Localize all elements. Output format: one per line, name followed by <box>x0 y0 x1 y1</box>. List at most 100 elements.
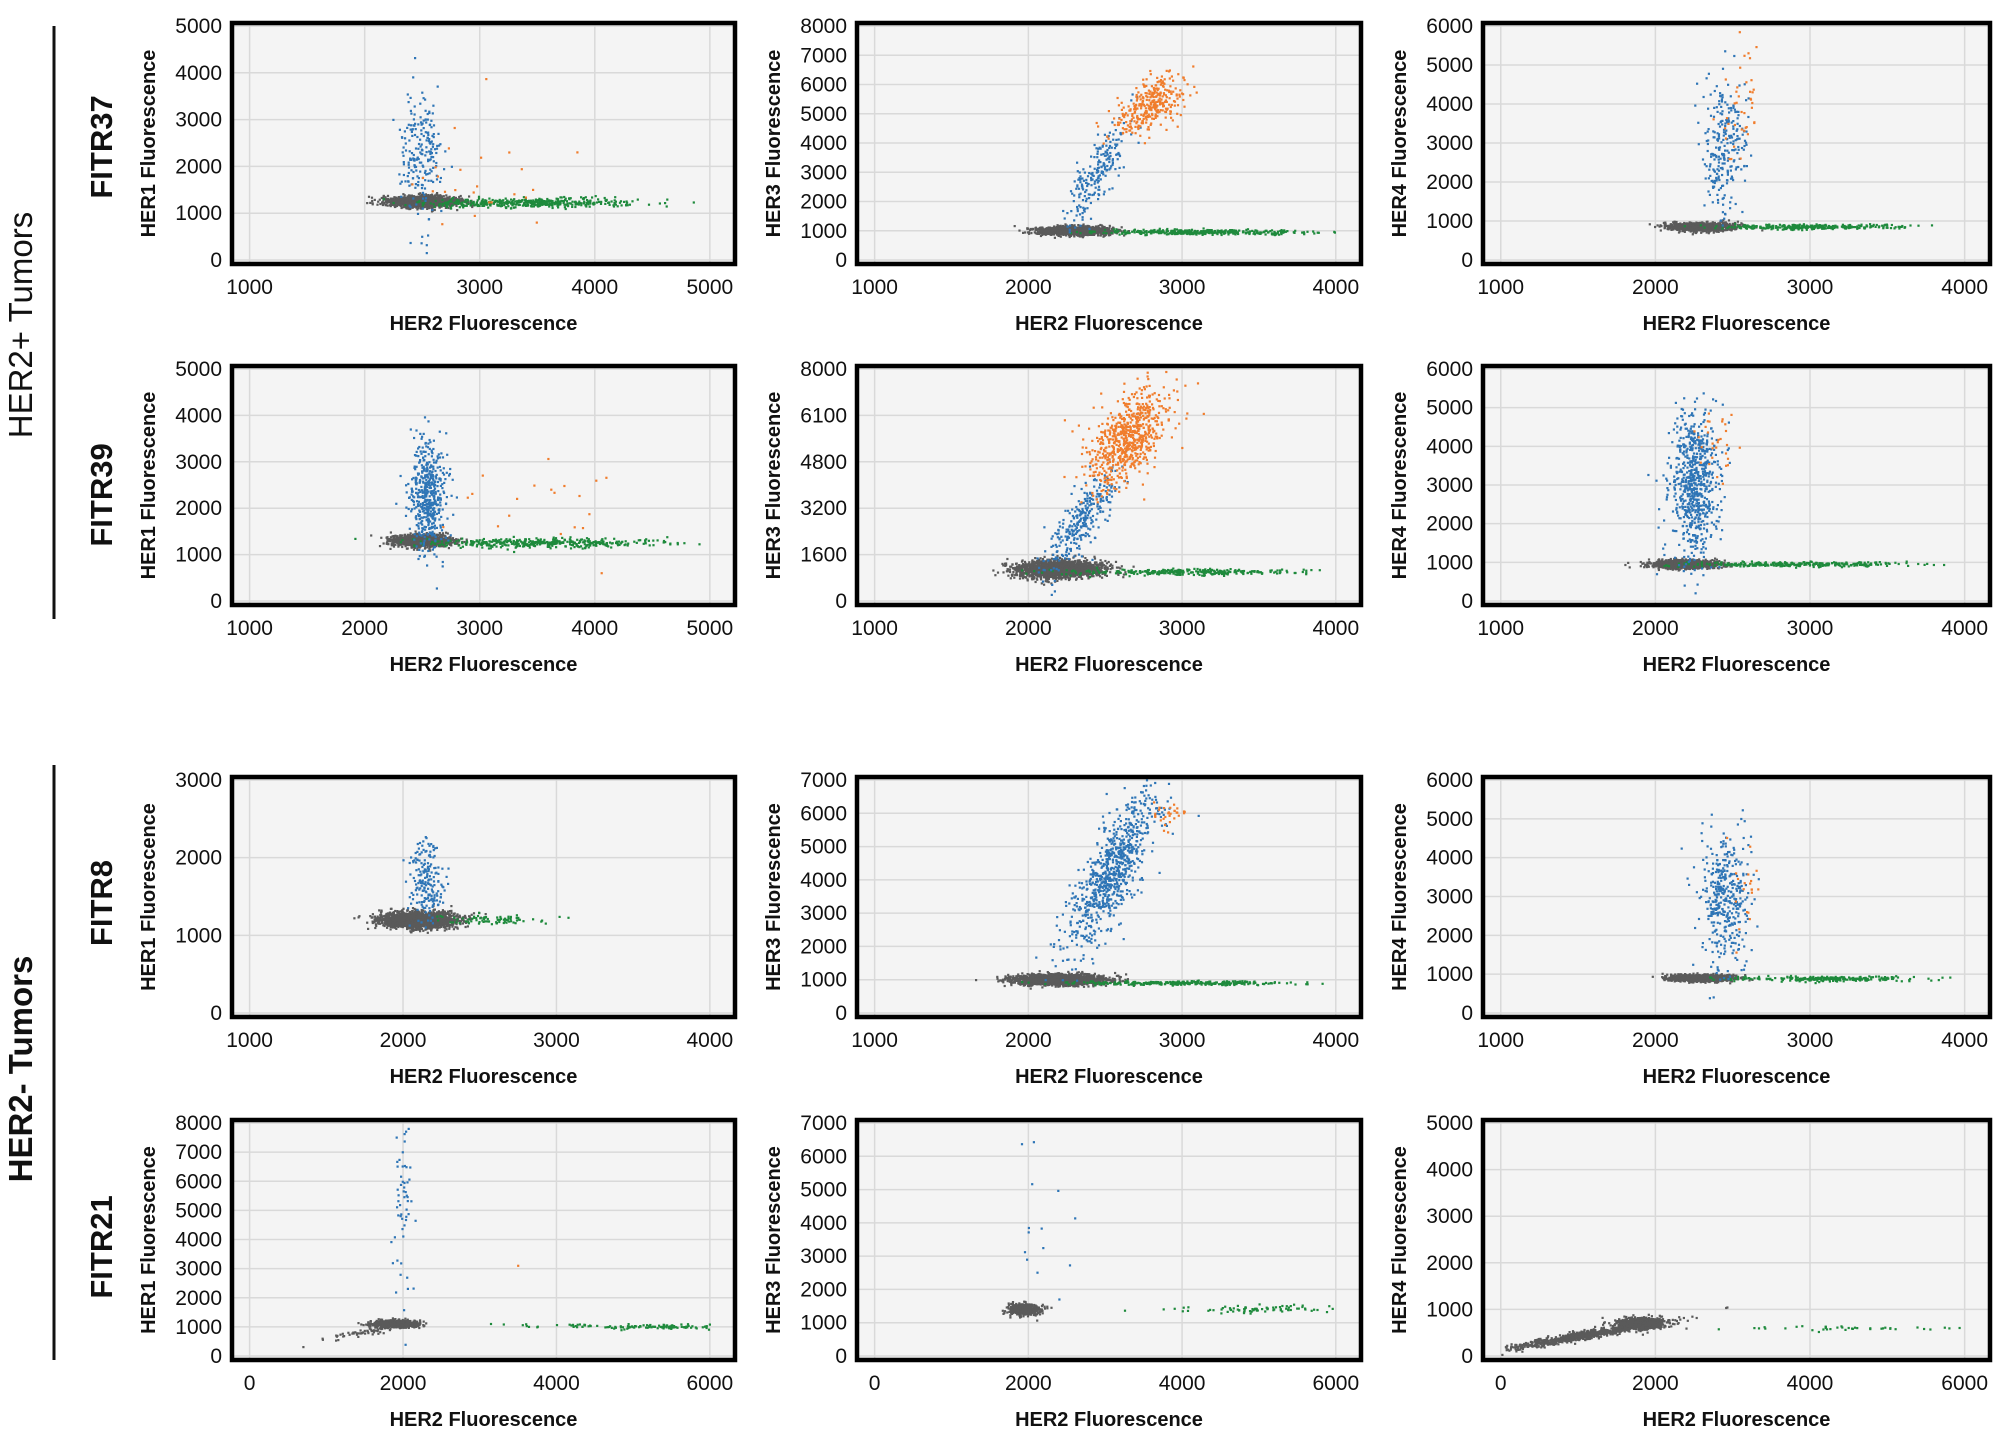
point-orange <box>1116 123 1119 127</box>
point-blue <box>437 132 440 135</box>
point-orange <box>1172 90 1175 93</box>
point-orange <box>1179 114 1182 117</box>
point-green <box>604 202 607 205</box>
point-green <box>569 202 572 205</box>
point-blue <box>1088 197 1091 200</box>
point-gray <box>438 197 441 200</box>
point-orange <box>1149 107 1152 110</box>
point-green <box>573 201 576 204</box>
point-gray <box>426 206 430 209</box>
point-blue <box>1097 188 1100 191</box>
point-gray <box>376 203 379 206</box>
x-tick-label: 1000 <box>1477 276 1524 299</box>
point-orange <box>1163 82 1166 85</box>
point-green <box>1187 231 1190 234</box>
point-blue <box>431 145 434 148</box>
point-blue <box>403 130 406 133</box>
point-blue <box>1086 184 1089 188</box>
y-tick-label: 4000 <box>175 62 222 85</box>
point-green <box>524 203 527 206</box>
point-blue <box>409 96 412 99</box>
point-gray <box>1056 224 1059 227</box>
point-green <box>1145 230 1148 233</box>
point-gray <box>381 201 384 204</box>
point-green <box>429 202 432 205</box>
point-blue <box>415 158 418 161</box>
point-green <box>574 203 577 206</box>
point-blue <box>1081 177 1084 180</box>
point-orange <box>1179 89 1182 92</box>
point-green <box>533 201 536 204</box>
point-blue <box>1117 138 1120 141</box>
point-green <box>476 199 479 202</box>
point-blue <box>428 172 431 175</box>
point-blue <box>1086 207 1089 210</box>
point-blue <box>402 161 405 164</box>
point-green <box>1180 230 1183 234</box>
point-blue <box>421 207 424 210</box>
point-green <box>434 199 437 202</box>
point-gray <box>1073 231 1076 234</box>
point-blue <box>420 161 423 164</box>
point-blue <box>1070 210 1073 213</box>
point-blue <box>1076 210 1079 213</box>
point-blue <box>1103 133 1106 136</box>
point-green <box>616 205 619 208</box>
point-orange <box>1142 78 1145 81</box>
point-green <box>462 203 465 206</box>
point-gray <box>1092 227 1095 230</box>
y-tick-label: 3000 <box>175 109 222 132</box>
point-gray <box>410 194 413 197</box>
point-green <box>1283 229 1286 232</box>
point-green <box>485 203 489 206</box>
point-orange <box>1176 125 1179 128</box>
point-orange <box>1125 112 1128 115</box>
point-green <box>569 197 572 200</box>
point-blue <box>421 235 424 238</box>
point-green <box>1226 231 1229 234</box>
point-gray <box>449 204 452 207</box>
point-gray <box>403 197 406 200</box>
point-orange <box>1161 109 1164 112</box>
point-green <box>499 201 502 204</box>
point-green <box>451 197 455 200</box>
point-gray <box>1013 225 1016 228</box>
point-gray <box>1022 231 1025 234</box>
point-green <box>546 197 549 201</box>
point-gray <box>441 195 444 198</box>
point-gray <box>1648 223 1651 226</box>
point-orange <box>1173 100 1177 103</box>
point-blue <box>406 175 409 178</box>
point-gray <box>1093 232 1096 235</box>
point-green <box>1195 232 1198 235</box>
point-gray <box>393 198 396 201</box>
group-label-her2-positive: HER2+ Tumors <box>2 212 39 439</box>
point-gray <box>1049 229 1053 233</box>
point-gray <box>454 199 457 202</box>
point-green <box>608 201 611 204</box>
point-blue <box>422 134 425 138</box>
point-blue <box>1081 218 1084 221</box>
point-orange <box>1145 84 1148 88</box>
point-green <box>471 202 474 205</box>
point-orange <box>1168 97 1171 100</box>
point-orange <box>1136 117 1139 120</box>
point-green <box>1220 233 1223 237</box>
point-orange <box>1170 103 1173 106</box>
point-blue <box>412 197 415 200</box>
point-green <box>1135 230 1138 233</box>
point-green <box>1075 230 1078 234</box>
point-blue <box>1071 192 1074 195</box>
point-orange <box>1173 104 1176 107</box>
point-green <box>382 198 385 201</box>
point-orange <box>473 214 476 217</box>
point-gray <box>419 202 422 206</box>
point-blue <box>1097 185 1101 188</box>
point-orange <box>1138 95 1141 98</box>
point-orange <box>490 201 493 204</box>
point-green <box>1301 231 1304 234</box>
point-blue <box>1083 171 1086 174</box>
point-blue <box>417 180 420 184</box>
point-green <box>1124 233 1127 236</box>
point-gray <box>400 198 403 201</box>
